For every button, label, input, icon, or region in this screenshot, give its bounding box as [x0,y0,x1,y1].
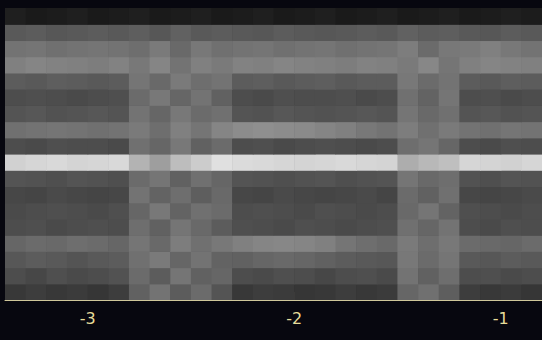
svg-text:-2: -2 [286,309,302,328]
svg-text:-3: -3 [80,309,96,328]
svg-text:-1: -1 [493,309,509,328]
